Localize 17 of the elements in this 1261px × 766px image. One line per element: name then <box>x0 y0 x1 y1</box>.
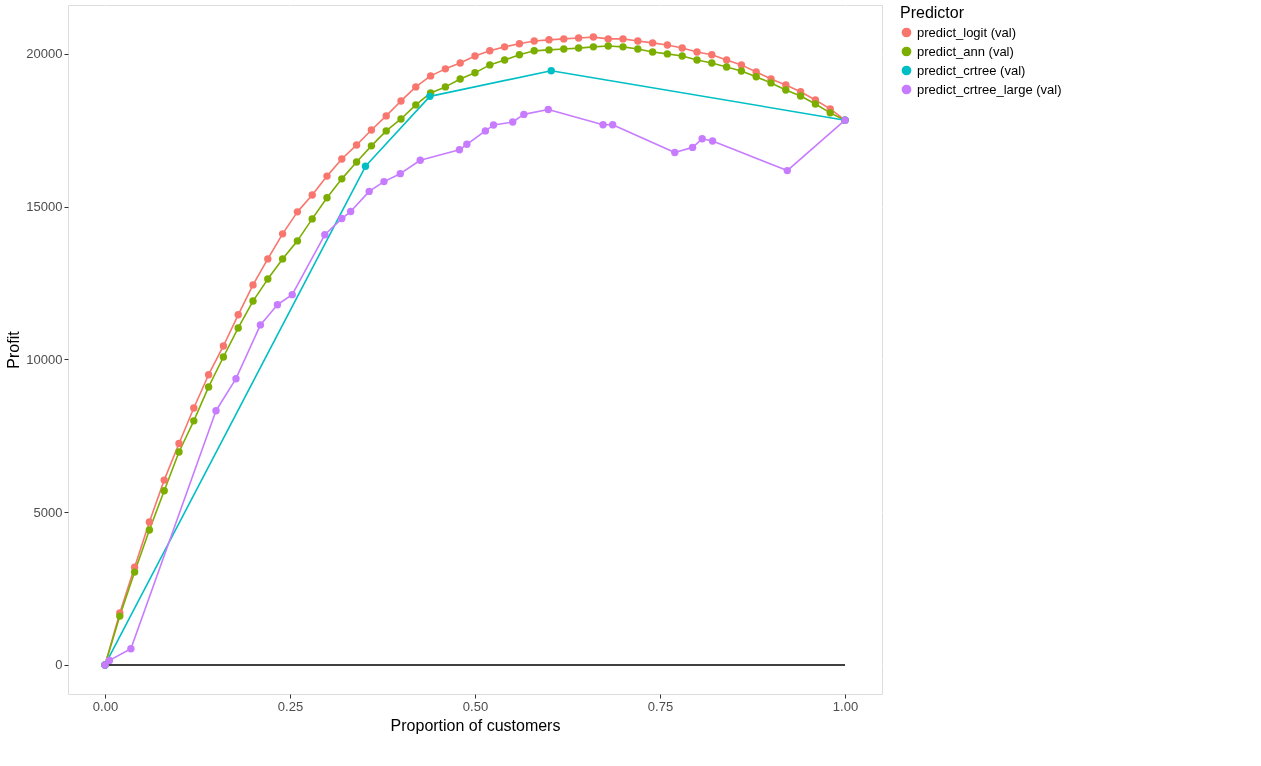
x-tick-label: 0.50 <box>462 698 489 714</box>
x-tick-label: 0.00 <box>92 698 119 714</box>
y-tick-label: 15000 <box>26 199 63 215</box>
legend-label: predict_crtree_large (val) <box>917 81 1062 97</box>
legend-title: Predictor <box>900 4 965 21</box>
x-tick-label: 0.25 <box>277 698 304 714</box>
y-axis-title: Profit <box>5 330 23 369</box>
x-axis-title: Proportion of customers <box>390 716 561 734</box>
y-tick-label: 5000 <box>33 504 63 520</box>
y-tick-label: 0 <box>55 657 63 673</box>
x-tick-label: 1.00 <box>832 698 859 714</box>
x-tick-label: 0.75 <box>647 698 674 714</box>
legend-label: predict_logit (val) <box>917 24 1016 40</box>
y-tick-label: 20000 <box>26 46 63 62</box>
y-tick-label: 10000 <box>26 351 63 367</box>
legend-label: predict_crtree (val) <box>917 62 1026 78</box>
legend-label: predict_ann (val) <box>917 43 1014 59</box>
